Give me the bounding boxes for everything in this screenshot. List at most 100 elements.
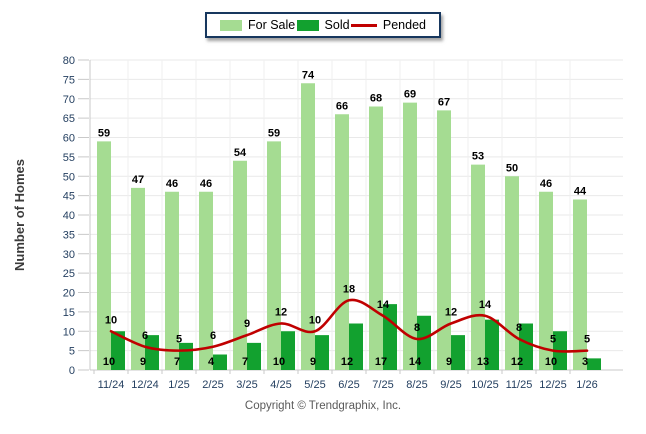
for-sale-value-label: 44 xyxy=(574,186,587,198)
y-axis-title: Number of Homes xyxy=(12,159,27,271)
bar-sold xyxy=(519,323,533,370)
for-sale-value-label: 54 xyxy=(234,147,247,159)
x-tick-label: 2/25 xyxy=(202,379,223,391)
bar-sold xyxy=(281,331,295,370)
pended-value-label: 18 xyxy=(343,283,355,295)
pended-trend-path xyxy=(109,298,589,353)
x-tick-label: 12/25 xyxy=(539,379,567,391)
pended-value-label: 5 xyxy=(550,334,556,346)
x-tick-label: 1/26 xyxy=(576,379,597,391)
x-tick-label: 5/25 xyxy=(304,379,325,391)
sold-value-label: 14 xyxy=(409,356,422,368)
y-tick-label: 80 xyxy=(63,55,75,67)
x-tick-label: 1/25 xyxy=(168,379,189,391)
bar-for-sale xyxy=(437,110,451,370)
bar-for-sale xyxy=(505,176,519,370)
sold-value-label: 10 xyxy=(273,356,285,368)
pended-value-label: 14 xyxy=(377,299,390,311)
legend-item-for-sale: For Sale xyxy=(220,18,295,32)
y-tick-label: 60 xyxy=(63,133,75,145)
sold-value-label: 3 xyxy=(582,356,588,368)
sold-value-label: 9 xyxy=(140,356,146,368)
pended-value-label: 14 xyxy=(479,299,492,311)
y-tick-label: 65 xyxy=(63,113,75,125)
y-tick-label: 10 xyxy=(63,326,75,338)
for-sale-value-label: 67 xyxy=(438,96,450,108)
pended-value-label: 8 xyxy=(414,322,420,334)
pended-value-label: 8 xyxy=(516,322,522,334)
for-sale-swatch-icon xyxy=(220,19,242,31)
pended-value-label: 10 xyxy=(105,314,117,326)
y-tick-label: 15 xyxy=(63,307,75,319)
bar-for-sale xyxy=(573,199,587,370)
x-tick-label: 10/25 xyxy=(471,379,499,391)
y-tick-label: 50 xyxy=(63,171,75,183)
y-tick-label: 25 xyxy=(63,268,75,280)
y-tick-label: 35 xyxy=(63,229,75,241)
for-sale-value-label: 46 xyxy=(166,178,178,190)
bar-sold xyxy=(315,335,329,370)
y-tick-label: 20 xyxy=(63,288,75,300)
x-tick-label: 12/24 xyxy=(131,379,159,391)
bar-for-sale xyxy=(335,114,349,370)
x-tick-label: 4/25 xyxy=(270,379,291,391)
pended-value-label: 5 xyxy=(176,334,182,346)
legend-label-for-sale: For Sale xyxy=(248,18,296,32)
bar-for-sale xyxy=(233,160,247,370)
x-tick-label: 3/25 xyxy=(236,379,257,391)
bar-sold xyxy=(213,354,227,370)
bars xyxy=(97,83,601,370)
bar-for-sale xyxy=(471,164,485,370)
bar-sold xyxy=(383,304,397,370)
bar-sold xyxy=(179,342,193,370)
sold-value-label: 4 xyxy=(208,356,215,368)
for-sale-value-label: 46 xyxy=(540,178,552,190)
bar-for-sale xyxy=(539,191,553,370)
sold-value-label: 13 xyxy=(477,356,489,368)
bar-sold xyxy=(485,319,499,370)
bar-sold xyxy=(587,358,601,370)
for-sale-value-label: 46 xyxy=(200,178,212,190)
for-sale-value-label: 68 xyxy=(370,93,382,105)
sold-value-label: 7 xyxy=(174,356,180,368)
for-sale-value-label: 69 xyxy=(404,89,416,101)
y-tick-label: 0 xyxy=(69,365,75,377)
sold-swatch-icon xyxy=(296,19,319,31)
for-sale-value-label: 47 xyxy=(132,174,144,186)
bar-for-sale xyxy=(131,187,145,370)
pended-value-label: 12 xyxy=(275,307,287,319)
for-sale-value-label: 66 xyxy=(336,100,348,112)
sold-value-label: 12 xyxy=(511,356,523,368)
bar-sold xyxy=(349,323,363,370)
bar-sold xyxy=(451,335,465,370)
for-sale-value-label: 59 xyxy=(98,127,110,139)
legend-item-pended: Pended xyxy=(350,18,426,32)
for-sale-value-label: 59 xyxy=(268,127,280,139)
sold-value-label: 17 xyxy=(375,356,387,368)
y-tick-label: 45 xyxy=(63,191,75,203)
sold-value-label: 10 xyxy=(103,356,115,368)
legend: For Sale Sold Pended xyxy=(205,12,441,38)
x-tick-label: 11/24 xyxy=(98,379,125,391)
for-sale-value-label: 50 xyxy=(506,162,518,174)
legend-label-pended: Pended xyxy=(382,18,426,32)
y-tick-label: 5 xyxy=(69,346,75,358)
for-sale-value-label: 53 xyxy=(472,151,484,163)
pended-line xyxy=(109,298,589,353)
x-tick-label: 11/25 xyxy=(506,379,533,391)
x-tick-label: 6/25 xyxy=(338,379,359,391)
bar-for-sale xyxy=(301,83,315,370)
copyright-text: Copyright © Trendgraphix, Inc. xyxy=(244,400,402,412)
pended-line-swatch-icon xyxy=(350,23,377,27)
x-tick-label: 8/25 xyxy=(406,379,427,391)
legend-label-sold: Sold xyxy=(324,18,350,32)
bar-for-sale xyxy=(369,106,383,370)
sold-value-label: 7 xyxy=(242,356,248,368)
pended-value-label: 9 xyxy=(244,318,250,330)
pended-value-label: 10 xyxy=(309,314,321,326)
bar-sold xyxy=(145,335,159,370)
bar-for-sale xyxy=(267,141,281,370)
y-tick-label: 40 xyxy=(63,210,75,222)
